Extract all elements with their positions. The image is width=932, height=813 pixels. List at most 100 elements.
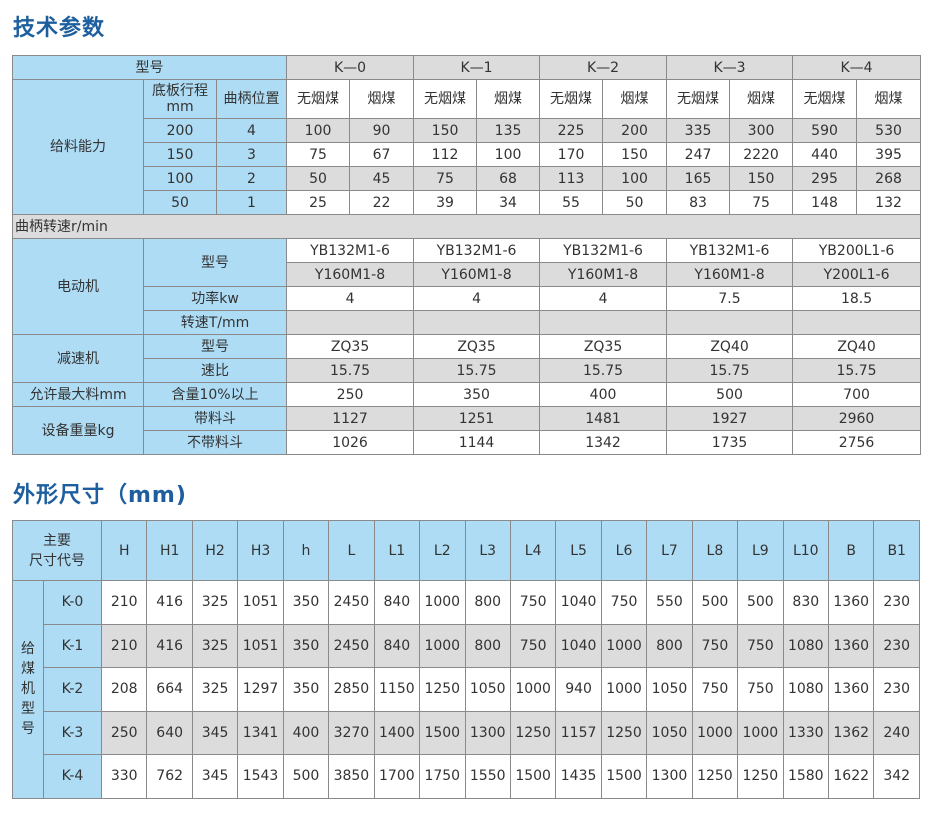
motor-model-value: Y160M1-8: [286, 262, 415, 287]
dimension-value: 1500: [600, 754, 648, 799]
dimension-value: 762: [146, 754, 193, 799]
capacity-value: 590: [792, 118, 858, 143]
motor-model-value: Y160M1-8: [539, 262, 668, 287]
capacity-value: 170: [539, 142, 604, 167]
capacity-value: 295: [792, 166, 858, 191]
dimension-value: 1700: [373, 754, 421, 799]
capacity-value: 112: [413, 142, 478, 167]
dimension-value: 3850: [328, 754, 375, 799]
crank-value: 2: [215, 166, 288, 191]
motor-model-value: YB132M1-6: [286, 238, 415, 263]
coal-type-header: 烟煤: [856, 79, 922, 119]
dimension-value: 1400: [373, 710, 421, 755]
dimension-column-header: L10: [782, 520, 830, 581]
motor-model-value: YB132M1-6: [666, 238, 794, 263]
reducer-ratio-value: 15.75: [792, 358, 922, 383]
dimension-value: 1330: [782, 710, 830, 755]
crank-speed-label: 曲柄转速r/min: [11, 214, 922, 239]
dimension-value: 550: [646, 580, 693, 625]
dimension-value: 750: [737, 623, 784, 668]
dimension-value: 416: [146, 623, 193, 668]
dimension-column-header: H3: [237, 520, 284, 581]
coal-type-header: 无烟煤: [413, 79, 478, 119]
reducer-model-label: 型号: [142, 334, 288, 359]
dimension-value: 940: [555, 667, 602, 712]
dimension-value: 1000: [600, 667, 648, 712]
dimension-value: 240: [873, 710, 920, 755]
max-feed-value: 250: [286, 382, 415, 407]
dimension-value: 750: [600, 580, 648, 625]
dimension-column-header: L6: [600, 520, 648, 581]
dimension-value: 400: [282, 710, 330, 755]
capacity-value: 165: [666, 166, 731, 191]
dimension-value: 325: [191, 580, 239, 625]
dimension-value: 1080: [782, 623, 830, 668]
model-header: K—2: [539, 55, 668, 80]
dimension-value: 2850: [328, 667, 375, 712]
dimension-value: 1300: [646, 754, 693, 799]
dimension-column-header: H2: [191, 520, 239, 581]
dimension-column-header: h: [282, 520, 330, 581]
weight-without-hopper-row: 不带料斗 1026 1144 1342 1735 2756: [13, 430, 922, 455]
motor-power-value: 4: [413, 286, 541, 311]
dimension-column-header: B1: [873, 520, 920, 581]
dimension-value: 325: [191, 623, 239, 668]
capacity-value: 50: [602, 190, 668, 215]
dimension-value: 1000: [509, 667, 557, 712]
reducer-label: 减速机: [12, 334, 144, 383]
dimension-value: 1622: [827, 754, 875, 799]
coal-type-header: 烟煤: [602, 79, 668, 119]
capacity-value: 440: [792, 142, 858, 167]
motor-power-row: 功率kw 4 4 4 7.5 18.5: [13, 286, 922, 311]
stroke-value: 200: [143, 118, 217, 143]
model-header: K—4: [792, 55, 922, 80]
feeder-model: K-0: [43, 580, 102, 625]
reducer-model-value: ZQ35: [539, 334, 668, 359]
dims-row: K-1 210 416 325 1051 350 2450 840 1000 800 750 1040…: [13, 623, 920, 668]
dimension-column-header: L7: [646, 520, 693, 581]
dims-header-row: 主要 尺寸代号 H H1 H2 H3 h L L1 L2 L3 L4 L5 L6 L7 L8 L9 L10 B B1: [12, 520, 920, 581]
dimension-value: 1150: [373, 667, 421, 712]
dimension-value: 640: [146, 710, 193, 755]
capacity-subheader-row: 给料能力 底板行程 mm 曲柄位置 无烟煤 烟煤 无烟煤 烟煤 无烟煤 烟煤 无烟煤 烟煤 无烟煤 烟煤: [12, 79, 922, 215]
capacity-value: 45: [349, 166, 415, 191]
motor-model-value: Y200L1-6: [792, 262, 922, 287]
max-feed-value: 500: [666, 382, 794, 407]
dimension-value: 1000: [419, 580, 466, 625]
stroke-value: 150: [143, 142, 217, 167]
motor-speed-value: [286, 310, 415, 335]
motor-model-value: Y160M1-8: [413, 262, 541, 287]
motor-speed-value: [792, 310, 922, 335]
dimension-column-header: B: [827, 520, 875, 581]
dimension-value: 2450: [328, 580, 375, 625]
motor-model-label: 型号: [142, 238, 288, 287]
dimension-value: 1543: [237, 754, 284, 799]
dimension-value: 800: [464, 580, 511, 625]
crank-value: 3: [215, 142, 288, 167]
dimension-value: 840: [373, 580, 421, 625]
capacity-value: 225: [539, 118, 604, 143]
reducer-ratio-value: 15.75: [286, 358, 415, 383]
dimension-value: 1040: [555, 580, 602, 625]
dimension-column-header: L9: [737, 520, 784, 581]
dimension-value: 1157: [555, 710, 602, 755]
capacity-value: 113: [539, 166, 604, 191]
dimension-value: 350: [282, 667, 330, 712]
model-header-row: 型号 K—0 K—1 K—2 K—3 K—4: [11, 55, 922, 80]
dimension-column-header: L8: [691, 520, 739, 581]
dimension-value: 1250: [737, 754, 784, 799]
capacity-value: 75: [413, 166, 478, 191]
dimension-value: 750: [509, 580, 557, 625]
motor-speed-label: 转速T/mm: [142, 310, 288, 335]
dimension-value: 345: [191, 754, 239, 799]
motor-speed-value: [666, 310, 794, 335]
dimension-value: 1000: [691, 710, 739, 755]
reducer-model-value: ZQ40: [666, 334, 794, 359]
dimension-value: 500: [737, 580, 784, 625]
capacity-value: 335: [666, 118, 731, 143]
motor-power-value: 7.5: [666, 286, 794, 311]
dims-row: K-3 250 640 345 1341 400 3270 1400 1500 1300 1250 1…: [13, 710, 920, 755]
dimension-value: 1362: [827, 710, 875, 755]
dimension-value: 1250: [600, 710, 648, 755]
reducer-model-value: ZQ35: [413, 334, 541, 359]
